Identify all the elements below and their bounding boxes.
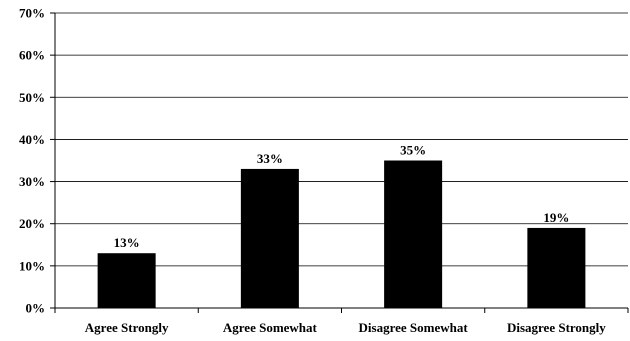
y-tick-label: 70% <box>19 6 45 21</box>
y-tick-label: 50% <box>19 90 45 105</box>
y-axis-tick-labels: 0% 10% 20% 30% 40% 50% 60% 70% <box>19 6 55 316</box>
bar <box>384 160 443 308</box>
x-category-label: Agree Strongly <box>85 320 169 335</box>
x-axis-tick-marks <box>54 308 629 313</box>
data-label: 35% <box>400 143 426 158</box>
y-tick-label: 60% <box>19 48 45 63</box>
x-category-label: Disagree Strongly <box>507 320 606 335</box>
data-label: 13% <box>114 235 140 250</box>
bar <box>527 227 586 308</box>
x-category-label: Agree Somewhat <box>223 320 318 335</box>
data-labels: 13% 33% 35% 19% <box>114 143 570 251</box>
x-category-label: Disagree Somewhat <box>359 320 469 335</box>
y-tick-label: 40% <box>19 132 45 147</box>
data-label: 19% <box>543 210 569 225</box>
data-label: 33% <box>257 151 283 166</box>
y-tick-label: 20% <box>19 216 45 231</box>
bar <box>97 253 156 308</box>
bars <box>97 160 586 308</box>
y-tick-label: 10% <box>19 258 45 273</box>
bar <box>240 168 299 308</box>
y-tick-label: 0% <box>26 301 46 316</box>
x-axis-category-labels: Agree Strongly Agree Somewhat Disagree Som… <box>85 320 606 335</box>
gridlines <box>55 12 628 267</box>
y-tick-label: 30% <box>19 174 45 189</box>
